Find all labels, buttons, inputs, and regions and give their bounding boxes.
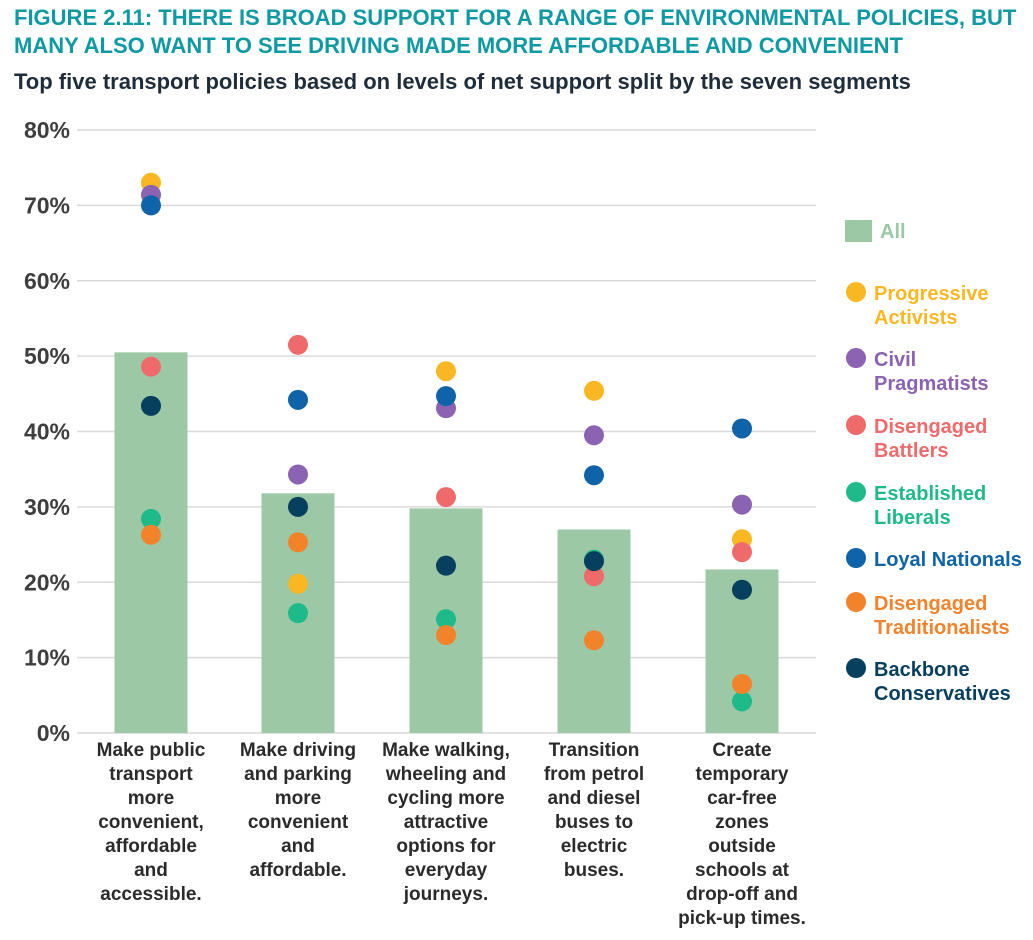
chart-subtitle: Top five transport policies based on lev… xyxy=(14,69,911,94)
y-tick-label: 30% xyxy=(24,494,70,520)
legend-label-6: Backbone Conservatives xyxy=(874,659,1011,705)
y-tick-label: 0% xyxy=(37,720,70,746)
point-series-1 xyxy=(288,464,308,485)
y-axis-ticks: 0% 10% 20% 30% 40% 50% 60% 70% 80% xyxy=(24,117,70,746)
point-series-5 xyxy=(288,532,308,553)
point-series-3 xyxy=(288,603,308,624)
legend-label-0: Progressive Activists xyxy=(874,283,989,329)
point-series-3 xyxy=(436,609,456,630)
legend: All Progressive Activists Civil Pragmatists D… xyxy=(845,220,1022,705)
legend-marker-3 xyxy=(846,482,866,502)
figure-title: FIGURE 2.11: THERE IS BROAD SUPPORT FOR … xyxy=(14,4,1024,60)
point-series-4 xyxy=(141,195,161,216)
legend-swatch-all xyxy=(845,220,872,242)
point-series-4 xyxy=(436,386,456,407)
point-series-6 xyxy=(584,551,604,572)
point-series-6 xyxy=(436,555,456,576)
point-series-2 xyxy=(732,542,752,563)
point-series-6 xyxy=(288,496,308,517)
point-series-2 xyxy=(288,334,308,355)
point-series-4 xyxy=(732,418,752,439)
point-series-6 xyxy=(732,579,752,600)
legend-label-1: Civil Pragmatists xyxy=(874,349,989,395)
point-series-3 xyxy=(141,508,161,529)
legend-label-4: Loyal Nationals xyxy=(874,549,1022,571)
point-series-1 xyxy=(584,425,604,446)
legend-marker-0 xyxy=(846,282,866,302)
point-series-5 xyxy=(436,625,456,646)
point-series-2 xyxy=(584,566,604,587)
point-series-2 xyxy=(436,487,456,508)
x-axis-categories: Make public transport more convenient, affor… xyxy=(97,740,806,929)
y-tick-label: 20% xyxy=(24,569,70,595)
figure-title-line-1: FIGURE 2.11: THERE IS BROAD SUPPORT FOR … xyxy=(14,5,1017,30)
point-series-0 xyxy=(436,361,456,382)
y-tick-label: 60% xyxy=(24,268,70,294)
point-series-4 xyxy=(288,389,308,410)
legend-marker-5 xyxy=(846,592,866,612)
point-series-3 xyxy=(732,691,752,712)
category-label: Make walking, wheeling and cycling more att… xyxy=(382,740,510,905)
point-series-0 xyxy=(584,380,604,401)
point-series-2 xyxy=(141,356,161,377)
legend-label-3: Established Liberals xyxy=(874,483,986,529)
point-series-5 xyxy=(141,524,161,545)
legend-marker-1 xyxy=(846,348,866,368)
point-series-4 xyxy=(584,465,604,486)
legend-marker-6 xyxy=(846,658,866,678)
category-label: Create temporary car-free zones outside schoo… xyxy=(678,740,806,929)
segment-points xyxy=(141,172,752,712)
bars xyxy=(114,352,779,733)
y-tick-label: 70% xyxy=(24,192,70,218)
y-tick-label: 50% xyxy=(24,343,70,369)
legend-marker-4 xyxy=(846,548,866,568)
category-label: Make driving and parking more convenient and… xyxy=(240,740,356,881)
y-tick-label: 40% xyxy=(24,419,70,445)
y-tick-label: 80% xyxy=(24,117,70,143)
point-series-5 xyxy=(732,674,752,695)
legend-marker-2 xyxy=(846,415,866,435)
y-tick-label: 10% xyxy=(24,645,70,671)
legend-label-all: All xyxy=(880,221,906,243)
legend-label-5: Disengaged Traditionalists xyxy=(874,593,1010,639)
point-series-6 xyxy=(141,395,161,416)
figure-title-line-2: MANY ALSO WANT TO SEE DRIVING MADE MORE … xyxy=(14,33,903,58)
legend-label-2: Disengaged Battlers xyxy=(874,416,987,462)
category-label: Transition from petrol and diesel buses to e… xyxy=(544,740,644,881)
point-series-1 xyxy=(732,494,752,515)
point-series-0 xyxy=(288,573,308,594)
category-label: Make public transport more convenient, affor… xyxy=(97,740,206,905)
point-series-5 xyxy=(584,630,604,651)
